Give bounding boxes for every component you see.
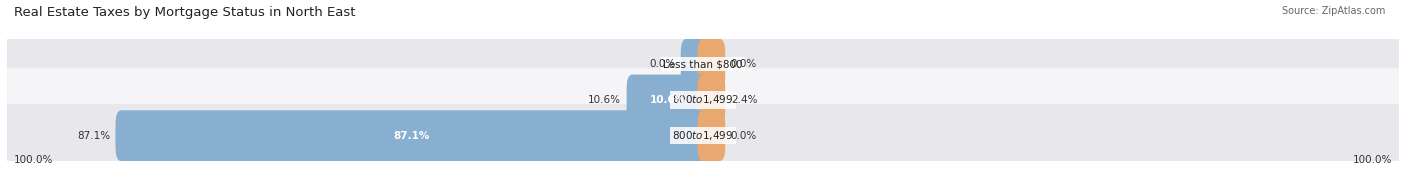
- FancyBboxPatch shape: [627, 75, 709, 125]
- Text: 0.0%: 0.0%: [650, 59, 675, 69]
- FancyBboxPatch shape: [115, 110, 709, 161]
- Text: 10.6%: 10.6%: [650, 95, 686, 105]
- Text: 100.0%: 100.0%: [1353, 155, 1392, 165]
- Text: 0.0%: 0.0%: [731, 131, 756, 141]
- Text: 10.6%: 10.6%: [588, 95, 621, 105]
- Text: 100.0%: 100.0%: [14, 155, 53, 165]
- FancyBboxPatch shape: [697, 39, 725, 90]
- FancyBboxPatch shape: [681, 39, 709, 90]
- FancyBboxPatch shape: [697, 110, 725, 161]
- Text: 87.1%: 87.1%: [394, 131, 430, 141]
- Text: 87.1%: 87.1%: [77, 131, 110, 141]
- Text: Source: ZipAtlas.com: Source: ZipAtlas.com: [1281, 6, 1385, 16]
- FancyBboxPatch shape: [3, 68, 1403, 132]
- FancyBboxPatch shape: [697, 75, 725, 125]
- Text: $800 to $1,499: $800 to $1,499: [672, 129, 734, 142]
- Text: $800 to $1,499: $800 to $1,499: [672, 93, 734, 106]
- FancyBboxPatch shape: [3, 104, 1403, 167]
- FancyBboxPatch shape: [3, 33, 1403, 96]
- Text: Real Estate Taxes by Mortgage Status in North East: Real Estate Taxes by Mortgage Status in …: [14, 6, 356, 19]
- Text: 0.0%: 0.0%: [731, 59, 756, 69]
- Text: Less than $800: Less than $800: [664, 59, 742, 69]
- Text: 2.4%: 2.4%: [731, 95, 758, 105]
